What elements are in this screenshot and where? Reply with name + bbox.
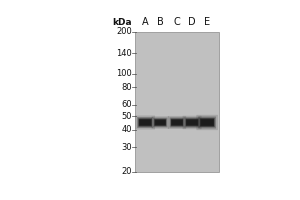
FancyBboxPatch shape (183, 116, 202, 129)
FancyBboxPatch shape (184, 117, 200, 128)
Text: 60: 60 (121, 100, 132, 109)
FancyBboxPatch shape (172, 120, 182, 125)
FancyBboxPatch shape (170, 118, 184, 126)
FancyBboxPatch shape (185, 118, 199, 127)
FancyBboxPatch shape (200, 119, 214, 126)
FancyBboxPatch shape (139, 119, 152, 126)
FancyBboxPatch shape (196, 115, 218, 130)
FancyBboxPatch shape (198, 116, 216, 128)
FancyBboxPatch shape (187, 120, 197, 125)
FancyBboxPatch shape (138, 118, 152, 127)
FancyBboxPatch shape (140, 120, 151, 125)
Text: kDa: kDa (112, 18, 132, 27)
Text: 140: 140 (116, 49, 132, 58)
Bar (135, 32, 219, 172)
FancyBboxPatch shape (186, 119, 198, 126)
FancyBboxPatch shape (153, 118, 167, 127)
FancyBboxPatch shape (168, 116, 186, 129)
FancyBboxPatch shape (200, 118, 215, 127)
Text: 200: 200 (116, 27, 132, 36)
FancyBboxPatch shape (171, 119, 183, 126)
FancyBboxPatch shape (152, 116, 169, 129)
Text: E: E (204, 17, 210, 27)
Text: C: C (174, 17, 180, 27)
FancyBboxPatch shape (154, 119, 166, 125)
FancyBboxPatch shape (201, 120, 213, 125)
FancyBboxPatch shape (137, 117, 153, 128)
Text: 20: 20 (121, 167, 132, 176)
Text: A: A (142, 17, 148, 27)
Text: 100: 100 (116, 69, 132, 78)
FancyBboxPatch shape (154, 119, 167, 126)
Text: B: B (157, 17, 164, 27)
Text: 30: 30 (121, 143, 132, 152)
FancyBboxPatch shape (155, 120, 165, 125)
Text: 80: 80 (121, 83, 132, 92)
Text: 40: 40 (121, 125, 132, 134)
Text: 50: 50 (121, 112, 132, 121)
FancyBboxPatch shape (135, 115, 155, 129)
Text: D: D (188, 17, 196, 27)
FancyBboxPatch shape (169, 117, 184, 128)
